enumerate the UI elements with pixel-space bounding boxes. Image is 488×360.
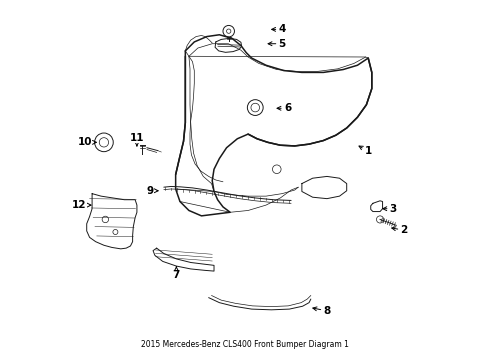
- Text: 8: 8: [312, 306, 330, 316]
- Text: 12: 12: [72, 200, 91, 210]
- Text: 2015 Mercedes-Benz CLS400 Front Bumper Diagram 1: 2015 Mercedes-Benz CLS400 Front Bumper D…: [140, 339, 348, 348]
- Text: 9: 9: [147, 186, 158, 196]
- Text: 2: 2: [391, 225, 407, 235]
- Text: 6: 6: [277, 103, 290, 113]
- Text: 3: 3: [382, 204, 396, 214]
- Text: 5: 5: [267, 39, 285, 49]
- Text: 7: 7: [172, 267, 180, 280]
- Text: 10: 10: [78, 138, 96, 147]
- Text: 4: 4: [271, 24, 285, 35]
- Text: 11: 11: [129, 133, 144, 146]
- Text: 1: 1: [358, 146, 371, 156]
